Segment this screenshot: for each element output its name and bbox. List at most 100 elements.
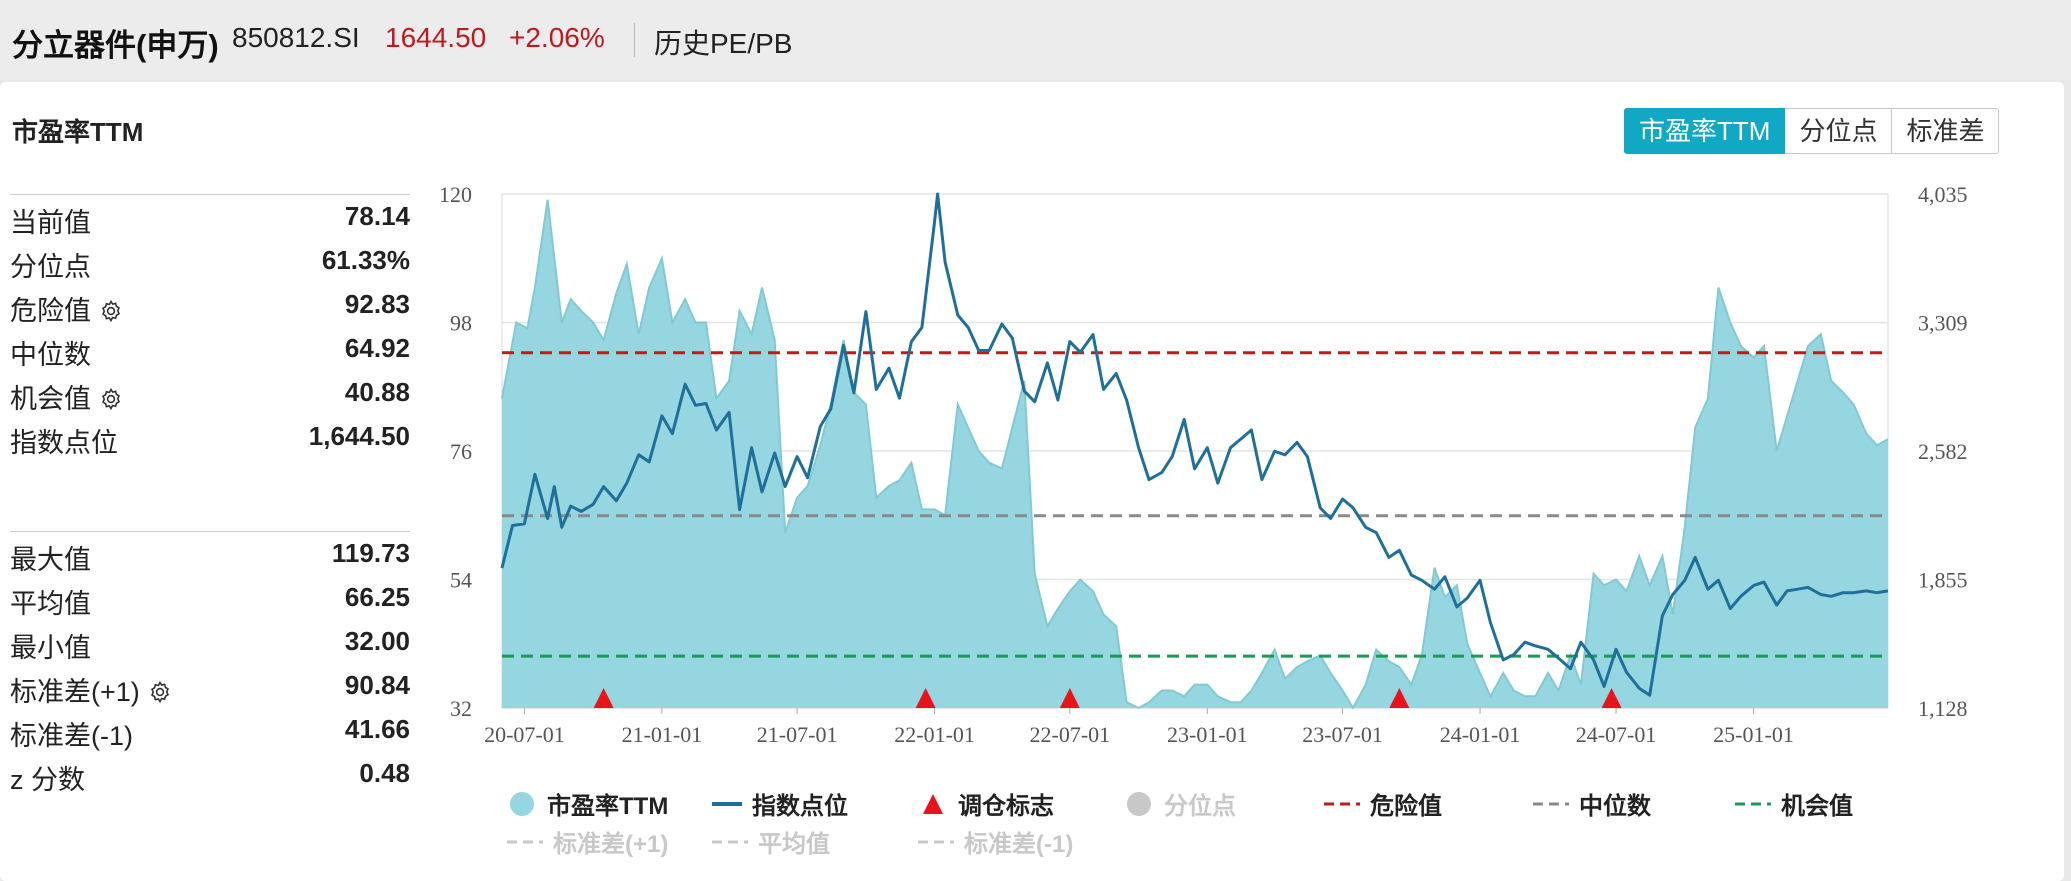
legend-swatch-icon <box>918 829 954 862</box>
stat-label: 当前值 <box>10 208 91 238</box>
legend-item[interactable]: 中位数 <box>1533 786 1651 824</box>
stat-row: z 分数 0.48 <box>10 752 410 796</box>
legend-label: 市盈率TTM <box>547 793 669 820</box>
pe-ttm-line <box>501 199 1889 711</box>
stat-value: 40.88 <box>344 377 410 407</box>
legend-swatch-icon <box>712 829 748 862</box>
x-tick-label: 20-07-01 <box>484 722 565 747</box>
legend-label: 标准差(-1) <box>964 831 1074 858</box>
x-tick-label: 22-01-01 <box>894 722 975 747</box>
stat-row: 危险值 92.83 <box>10 283 410 327</box>
stat-value: 78.14 <box>344 201 410 231</box>
y-right-tick-label: 4,035 <box>1918 182 1968 207</box>
legend-label: 危险值 <box>1370 793 1442 820</box>
stat-value: 41.66 <box>344 714 410 744</box>
stat-label: 分位点 <box>10 252 91 282</box>
stat-row: 中位数 64.92 <box>10 327 410 371</box>
stat-label: 平均值 <box>10 589 91 619</box>
gear-icon[interactable] <box>99 387 123 418</box>
legend-label: 机会值 <box>1781 793 1853 820</box>
x-tick-label: 21-01-01 <box>622 722 703 747</box>
rebalance-marker <box>915 688 936 708</box>
x-tick-label: 23-07-01 <box>1302 722 1383 747</box>
stat-label: 危险值 <box>10 289 123 330</box>
legend-item[interactable]: 机会值 <box>1735 786 1853 824</box>
stat-row: 标准差(-1) 41.66 <box>10 708 410 752</box>
stat-label: 指数点位 <box>10 428 118 458</box>
stat-value: 90.84 <box>344 670 410 700</box>
index-name: 分立器件(申万) <box>12 28 219 63</box>
stat-label: 最大值 <box>10 545 91 575</box>
gear-icon[interactable] <box>148 680 172 711</box>
legend-label: 标准差(+1) <box>553 831 669 858</box>
index-price: 1644.50 <box>385 22 487 53</box>
history-pe-pb-link[interactable]: 历史PE/PB <box>654 28 793 59</box>
stat-label: 机会值 <box>10 377 123 418</box>
legend-swatch-icon <box>1533 791 1569 824</box>
x-tick-label: 22-07-01 <box>1030 722 1111 747</box>
legend-label: 中位数 <box>1579 793 1651 820</box>
x-tick-label: 23-01-01 <box>1167 722 1248 747</box>
rebalance-marker <box>593 688 614 708</box>
x-tick-label: 24-01-01 <box>1440 722 1521 747</box>
legend-item[interactable]: 标准差(+1) <box>507 824 668 862</box>
stat-row: 分位点 61.33% <box>10 239 410 283</box>
tab-2[interactable]: 标准差 <box>1892 108 2000 154</box>
y-right-tick-label: 2,582 <box>1918 439 1968 464</box>
legend-swatch-icon <box>507 829 543 862</box>
stat-row: 标准差(+1) 90.84 <box>10 664 410 708</box>
stat-value: 92.83 <box>344 289 410 319</box>
stat-label: 最小值 <box>10 633 91 663</box>
legend-swatch-icon <box>507 791 537 824</box>
stats-group-summary: 最大值 119.73 平均值 66.25 最小值 32.00 标准差(+1) 90.84 标准差… <box>10 531 410 796</box>
stats-group-current: 当前值 78.14 分位点 61.33% 危险值 92.83 中位数 64.92 机会值 40.8… <box>10 194 410 459</box>
stat-value: 64.92 <box>344 333 410 363</box>
y-right-tick-label: 1,855 <box>1918 568 1968 593</box>
stat-row: 平均值 66.25 <box>10 576 410 620</box>
legend-swatch-icon <box>1735 791 1771 824</box>
index-code: 850812.SI <box>232 22 360 53</box>
x-tick-label: 25-01-01 <box>1713 722 1794 747</box>
legend-item[interactable]: 市盈率TTM <box>507 786 668 824</box>
pe-chart: 120 98 76 54 32 4,035 3,309 2,582 1,855 1,128 20-0… <box>439 182 1968 747</box>
legend-item[interactable]: 标准差(-1) <box>918 824 1073 862</box>
y-left-tick-label: 32 <box>450 696 472 721</box>
gear-icon[interactable] <box>99 299 123 330</box>
legend-item[interactable]: 危险值 <box>1324 786 1442 824</box>
legend-swatch-icon <box>1324 791 1360 824</box>
price-change: +2.06% <box>509 22 605 53</box>
y-left-tick-label: 54 <box>450 568 472 593</box>
pe-ttm-area <box>502 199 1888 709</box>
stat-row: 最大值 119.73 <box>10 532 410 576</box>
y-left-tick-label: 120 <box>439 182 472 207</box>
legend-item[interactable]: 调仓标志 <box>918 786 1054 824</box>
legend-item[interactable]: 指数点位 <box>712 786 848 824</box>
stat-label: 中位数 <box>10 340 91 370</box>
x-tick-label: 21-07-01 <box>757 722 838 747</box>
y-right-tick-label: 3,309 <box>1918 311 1968 336</box>
y-left-tick-label: 76 <box>450 439 472 464</box>
y-left-tick-label: 98 <box>450 311 472 336</box>
stat-label: 标准差(+1) <box>10 670 172 711</box>
header-divider <box>634 23 635 57</box>
tab-1[interactable]: 分位点 <box>1785 108 1893 154</box>
legend-label: 分位点 <box>1164 793 1236 820</box>
legend-item[interactable]: 平均值 <box>712 824 830 862</box>
rebalance-marker <box>1389 688 1410 708</box>
tab-0[interactable]: 市盈率TTM <box>1624 108 1786 154</box>
metric-tabs: 市盈率TTM 分位点 标准差 <box>1624 108 2000 154</box>
legend-label: 指数点位 <box>752 793 848 820</box>
y-right-tick-label: 1,128 <box>1918 696 1968 721</box>
stat-row: 指数点位 1,644.50 <box>10 415 410 459</box>
panel-title: 市盈率TTM <box>12 117 144 147</box>
stat-value: 66.25 <box>344 582 410 612</box>
rebalance-marker <box>1059 688 1080 708</box>
stat-value: 119.73 <box>331 538 410 568</box>
stat-label: z 分数 <box>10 765 86 795</box>
legend-label: 平均值 <box>758 831 830 858</box>
legend-swatch-icon <box>712 791 742 824</box>
main-card: 市盈率TTM 当前值 78.14 分位点 61.33% 危险值 92.83 中位数 64.92… <box>0 82 2064 881</box>
legend-item[interactable]: 分位点 <box>1124 786 1236 824</box>
stat-value: 1,644.50 <box>308 421 410 451</box>
stat-value: 0.48 <box>359 758 410 788</box>
